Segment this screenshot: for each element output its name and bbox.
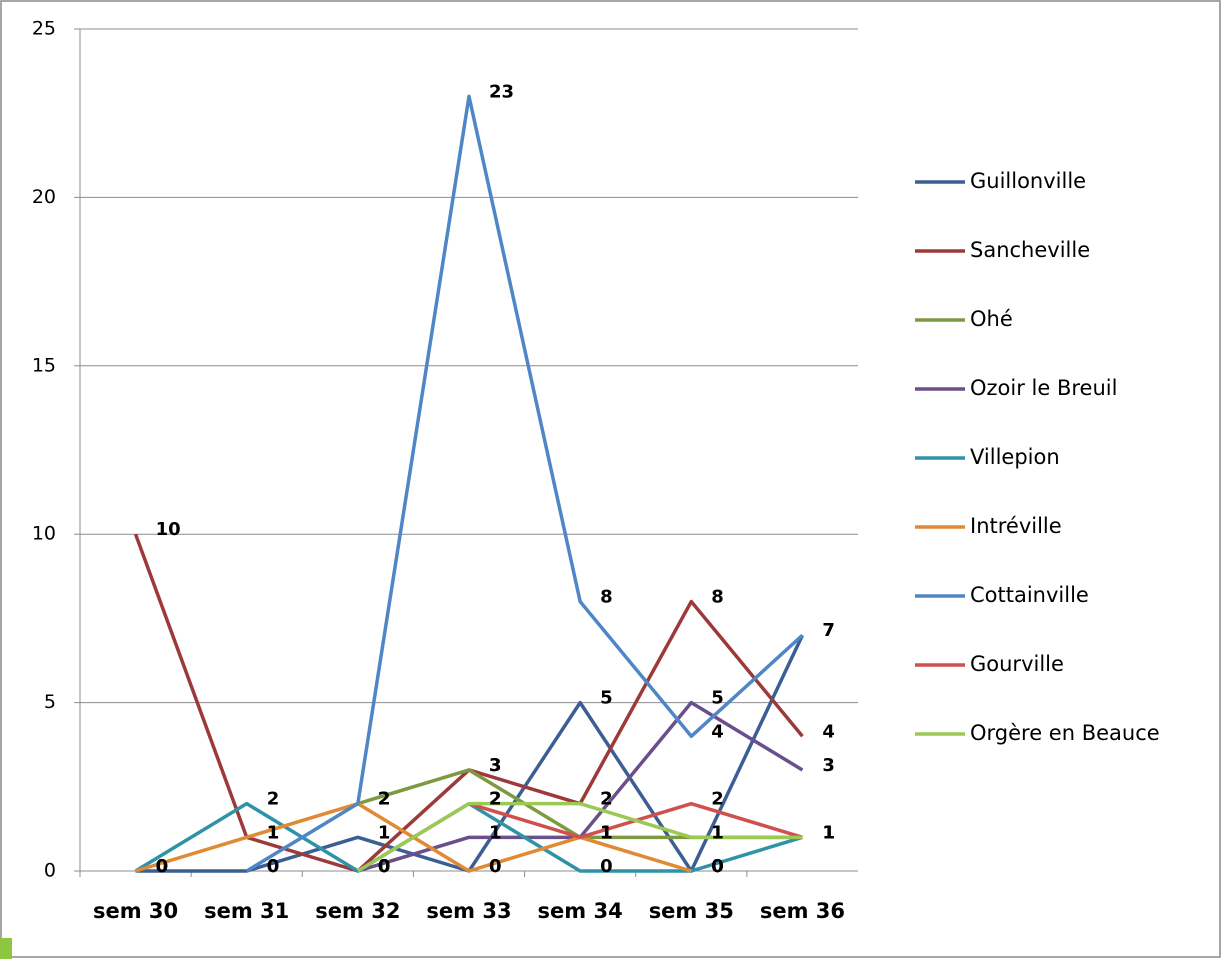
data-label: 8 [600, 587, 613, 608]
x-tick-label: sem 30 [93, 899, 178, 923]
data-label: 0 [156, 856, 169, 877]
y-tick-label: 25 [32, 18, 56, 40]
data-label: 8 [711, 587, 724, 608]
data-label: 0 [378, 856, 391, 877]
corner-decoration [0, 938, 12, 959]
series-line [245, 94, 804, 873]
data-label: 2 [489, 789, 502, 810]
data-label: 0 [156, 856, 169, 877]
data-label: 1 [378, 822, 391, 843]
data-label: 1 [267, 822, 280, 843]
data-label: 1 [600, 822, 613, 843]
data-label: 0 [711, 856, 724, 877]
data-label: 3 [822, 755, 835, 776]
x-tick-label: sem 34 [538, 899, 623, 923]
data-label: 23 [489, 81, 514, 102]
data-label: 3 [489, 755, 502, 776]
data-label: 0 [489, 856, 502, 877]
y-tick-label: 5 [44, 691, 56, 713]
legend-label: Orgère en Beauce [970, 721, 1160, 745]
data-label: 2 [378, 789, 391, 810]
data-label: 1 [489, 822, 502, 843]
data-label: 1 [822, 822, 835, 843]
legend-label: Ohé [970, 307, 1013, 331]
y-tick-label: 10 [32, 523, 56, 545]
data-label: 1 [822, 822, 835, 843]
legend-label: Sancheville [970, 238, 1090, 262]
data-label: 1 [822, 822, 835, 843]
y-tick-label: 20 [32, 186, 56, 208]
legend-label: Intréville [970, 514, 1062, 538]
data-label: 0 [600, 856, 613, 877]
data-label: 1 [267, 822, 280, 843]
legend-label: Ozoir le Breuil [970, 376, 1117, 400]
data-label: 0 [378, 856, 391, 877]
data-label: 3 [489, 755, 502, 776]
data-label: 2 [378, 789, 391, 810]
data-label: 7 [822, 620, 835, 641]
data-label: 0 [711, 856, 724, 877]
data-label: 0 [267, 856, 280, 877]
data-label: 4 [822, 721, 835, 742]
x-tick-label: sem 36 [760, 899, 845, 923]
data-label: 1 [600, 822, 613, 843]
data-label: 0 [156, 856, 169, 877]
data-label: 0 [489, 856, 502, 877]
data-label: 10 [156, 519, 181, 540]
legend-label: Guillonville [970, 169, 1086, 193]
data-label: 2 [489, 789, 502, 810]
x-tick-label: sem 33 [426, 899, 511, 923]
data-label: 2 [711, 789, 724, 810]
data-label: 1 [822, 822, 835, 843]
y-tick-label: 0 [44, 860, 56, 882]
data-label: 1 [600, 822, 613, 843]
series-line [356, 801, 803, 873]
data-label: 2 [267, 789, 280, 810]
data-label: 0 [711, 856, 724, 877]
x-tick-label: sem 32 [315, 899, 400, 923]
data-label: 2 [600, 789, 613, 810]
data-label: 0 [267, 856, 280, 877]
data-label: 0 [378, 856, 391, 877]
data-label: 7 [822, 620, 835, 641]
data-label: 2 [378, 789, 391, 810]
legend-label: Gourville [970, 652, 1064, 676]
x-tick-label: sem 35 [649, 899, 734, 923]
data-label: 5 [600, 688, 613, 709]
data-label: 5 [711, 688, 724, 709]
y-tick-label: 15 [32, 354, 56, 376]
data-label: 1 [600, 822, 613, 843]
data-label: 2 [600, 789, 613, 810]
data-label: 0 [378, 856, 391, 877]
data-label: 2 [489, 789, 502, 810]
data-label: 1 [711, 822, 724, 843]
data-label: 1 [711, 822, 724, 843]
data-label: 4 [711, 721, 724, 742]
x-tick-label: sem 31 [204, 899, 289, 923]
legend-label: Cottainville [970, 583, 1089, 607]
legend-label: Villepion [970, 445, 1060, 469]
